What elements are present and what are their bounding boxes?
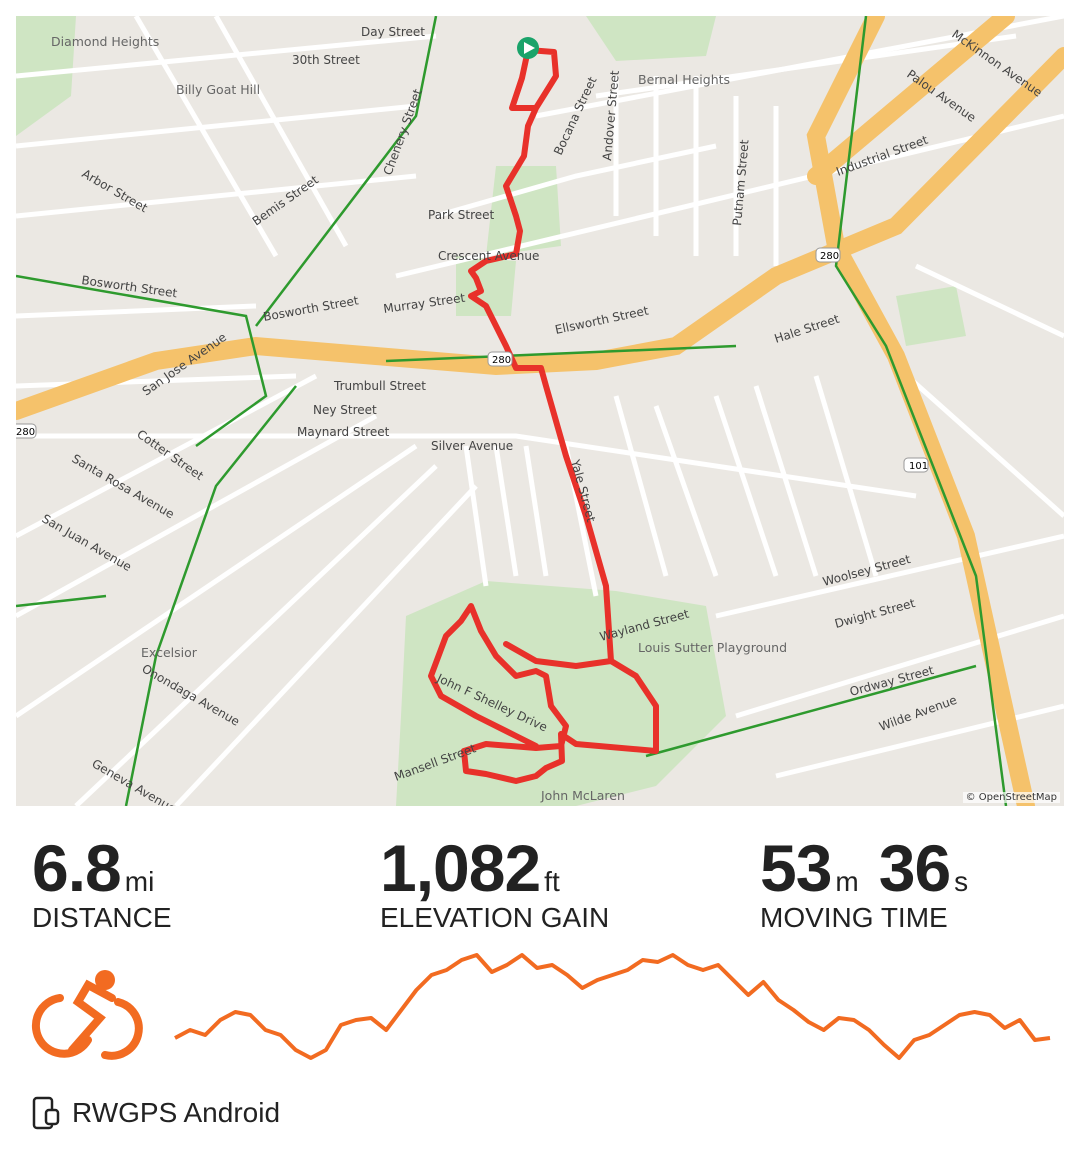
phone-watch-icon: [32, 1096, 60, 1130]
shield-280: 280: [16, 423, 37, 439]
street-label: Day Street: [361, 25, 425, 39]
area-label: Billy Goat Hill: [176, 82, 260, 97]
area-label: Diamond Heights: [51, 34, 159, 49]
start-marker[interactable]: [517, 37, 539, 59]
map-attribution[interactable]: © OpenStreetMap: [962, 792, 1060, 803]
elevation-profile: [31, 953, 1051, 1060]
moving-minutes: 53: [760, 831, 832, 905]
area-label: Excelsior: [141, 645, 198, 660]
distance-value: 6.8: [32, 831, 122, 905]
distance-stat: 6.8 mi DISTANCE: [32, 830, 172, 934]
shield-101: 101: [903, 457, 929, 473]
area-label: Louis Sutter Playground: [638, 640, 787, 655]
svg-text:280: 280: [820, 251, 839, 262]
shield-280: 280: [487, 351, 513, 367]
device-source: RWGPS Android: [32, 1096, 280, 1130]
elevation-label: ELEVATION GAIN: [380, 902, 610, 933]
minutes-unit: m: [835, 866, 859, 897]
svg-text:101: 101: [909, 461, 928, 472]
cycling-icon: [31, 970, 143, 1060]
street-label: Trumbull Street: [333, 379, 426, 393]
svg-text:280: 280: [16, 427, 35, 438]
area-labels: Diamond Heights Billy Goat Hill Bernal H…: [51, 34, 787, 803]
elevation-stat: 1,082 ft ELEVATION GAIN: [380, 830, 609, 934]
moving-time-stat: 53 m 36 s MOVING TIME: [760, 830, 968, 934]
street-label: Silver Avenue: [431, 439, 513, 453]
elevation-unit: ft: [544, 866, 560, 897]
distance-unit: mi: [124, 866, 155, 897]
moving-seconds: 36: [878, 831, 951, 905]
street-label: 30th Street: [292, 53, 360, 67]
street-label: Ney Street: [313, 403, 377, 417]
device-label: RWGPS Android: [72, 1097, 281, 1128]
moving-time-label: MOVING TIME: [760, 902, 948, 933]
distance-label: DISTANCE: [32, 902, 172, 933]
street-label: Park Street: [428, 208, 495, 222]
route-map[interactable]: Diamond Heights Billy Goat Hill Bernal H…: [16, 16, 1064, 806]
area-label: John McLaren: [540, 788, 625, 803]
route-line: [428, 47, 659, 784]
area-label: Bernal Heights: [638, 72, 730, 87]
elevation-line: [174, 953, 1051, 1060]
street-label: Crescent Avenue: [438, 249, 539, 263]
street-grid: [16, 16, 1064, 806]
elevation-value: 1,082: [380, 831, 541, 905]
shield-280: 280: [815, 247, 841, 263]
svg-text:280: 280: [492, 355, 511, 366]
bike-lanes: [16, 16, 1008, 806]
seconds-unit: s: [954, 866, 969, 897]
highway-shields: 280 280 101 280: [16, 247, 929, 473]
street-label: Maynard Street: [297, 425, 390, 439]
